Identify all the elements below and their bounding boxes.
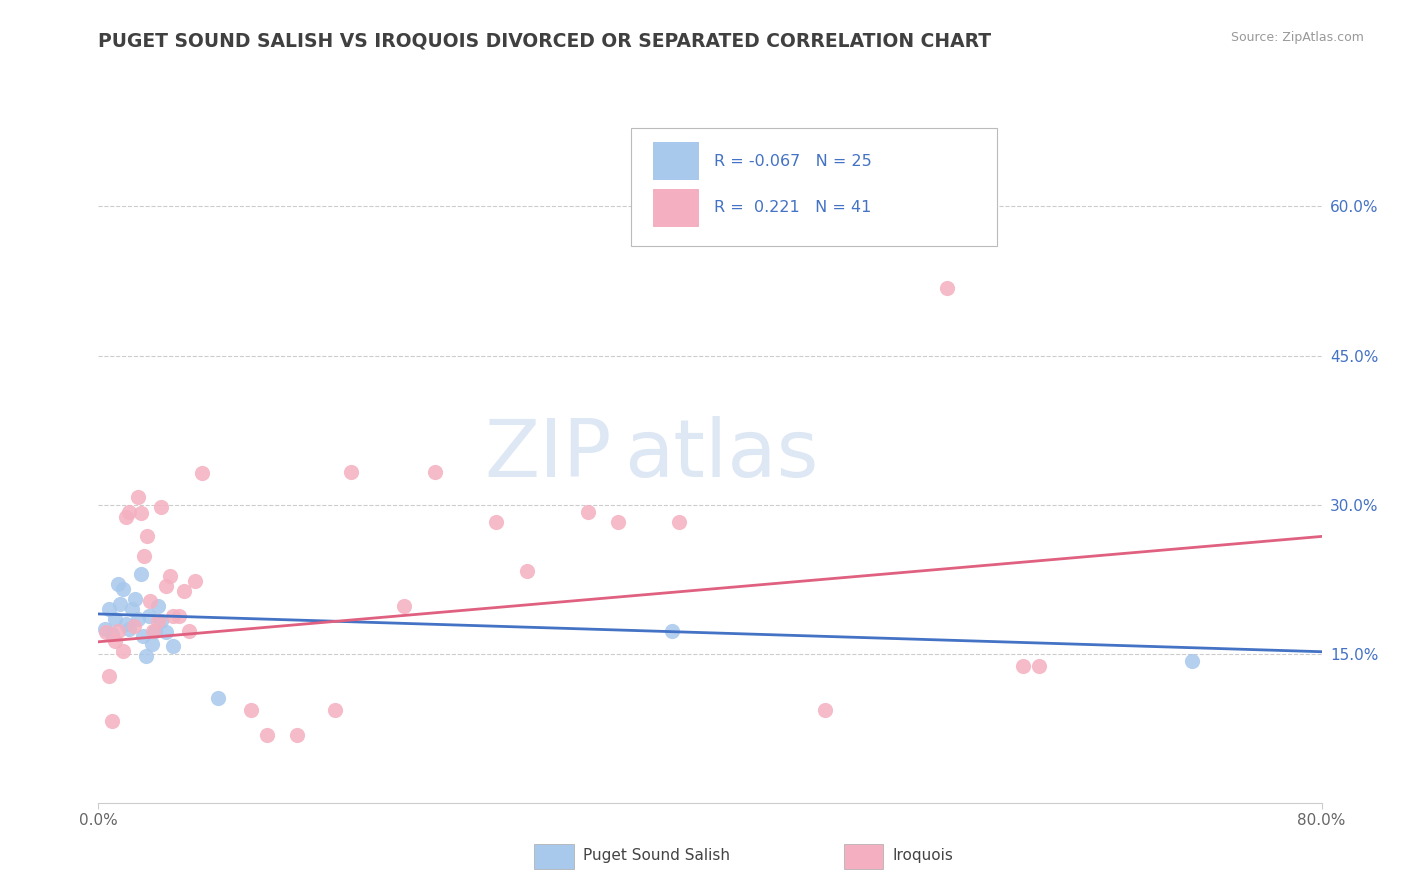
Point: [1181, 654, 1204, 668]
Point: [159, 569, 181, 583]
Text: R = -0.067   N = 25: R = -0.067 N = 25: [714, 153, 872, 169]
Point: [104, 612, 127, 626]
Point: [207, 691, 229, 706]
Point: [98, 602, 121, 616]
Point: [107, 577, 129, 591]
Point: [124, 592, 146, 607]
Text: Puget Sound Salish: Puget Sound Salish: [583, 848, 731, 863]
Point: [118, 505, 141, 519]
Point: [98, 668, 121, 682]
Point: [285, 728, 308, 742]
Point: [661, 624, 683, 638]
Text: atlas: atlas: [624, 416, 818, 494]
Point: [607, 515, 630, 529]
Point: [121, 602, 143, 616]
Point: [138, 609, 160, 624]
FancyBboxPatch shape: [630, 128, 997, 246]
Point: [141, 637, 163, 651]
Text: Iroquois: Iroquois: [893, 848, 953, 863]
Point: [135, 648, 157, 663]
Point: [173, 584, 195, 599]
Point: [169, 609, 191, 624]
Point: [1028, 658, 1050, 673]
Point: [115, 616, 138, 631]
Point: [814, 703, 837, 717]
Text: Source: ZipAtlas.com: Source: ZipAtlas.com: [1230, 31, 1364, 45]
Point: [485, 515, 508, 529]
Point: [162, 609, 184, 624]
Point: [256, 728, 278, 742]
Point: [139, 594, 162, 608]
FancyBboxPatch shape: [652, 189, 699, 227]
Point: [129, 567, 152, 582]
Point: [115, 509, 138, 524]
Point: [136, 529, 159, 543]
Point: [146, 599, 169, 613]
Point: [111, 644, 134, 658]
Point: [93, 622, 115, 636]
Point: [94, 624, 117, 639]
Point: [107, 624, 129, 638]
Point: [122, 619, 145, 633]
Point: [127, 490, 149, 504]
Text: R =  0.221   N = 41: R = 0.221 N = 41: [714, 201, 872, 216]
Point: [1012, 658, 1035, 673]
Point: [111, 582, 134, 596]
Point: [162, 639, 184, 653]
Point: [936, 281, 959, 295]
Point: [339, 465, 361, 479]
Point: [150, 614, 173, 628]
Point: [155, 579, 177, 593]
Point: [668, 515, 690, 529]
Point: [146, 614, 169, 628]
Point: [108, 597, 131, 611]
Point: [143, 624, 166, 638]
Point: [423, 465, 446, 479]
Text: ZIP: ZIP: [485, 416, 612, 494]
Point: [155, 624, 177, 639]
Point: [150, 500, 173, 514]
Point: [516, 564, 538, 578]
Point: [132, 629, 155, 643]
Point: [325, 703, 347, 717]
Point: [118, 622, 141, 636]
Point: [134, 549, 156, 564]
Point: [142, 624, 165, 638]
Point: [576, 505, 599, 519]
Point: [191, 466, 214, 480]
Point: [104, 633, 127, 648]
Point: [184, 574, 207, 589]
Point: [127, 612, 149, 626]
Point: [101, 714, 124, 729]
Point: [129, 506, 152, 520]
Point: [101, 627, 124, 641]
FancyBboxPatch shape: [652, 142, 699, 180]
Text: PUGET SOUND SALISH VS IROQUOIS DIVORCED OR SEPARATED CORRELATION CHART: PUGET SOUND SALISH VS IROQUOIS DIVORCED …: [98, 31, 991, 50]
Point: [240, 703, 263, 717]
Point: [392, 599, 416, 613]
Point: [177, 624, 200, 638]
